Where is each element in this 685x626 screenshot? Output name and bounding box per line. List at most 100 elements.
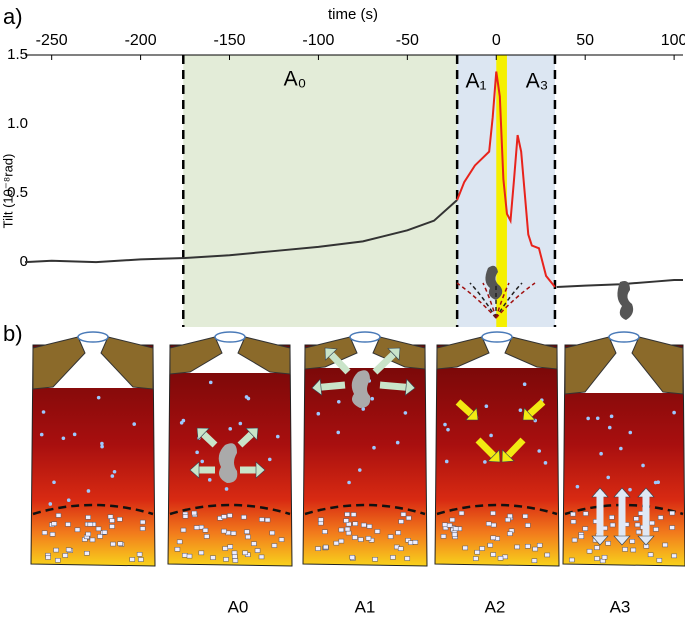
crystal [395, 530, 401, 536]
bubble [641, 463, 645, 468]
crystal [405, 515, 412, 521]
crystal [671, 553, 677, 559]
panel-label: a) [3, 4, 23, 29]
crystal [532, 546, 538, 552]
crystal [49, 532, 56, 537]
vent [214, 331, 246, 343]
flow-arrow [475, 437, 497, 459]
crystal [41, 530, 48, 536]
bubble [208, 380, 213, 385]
bubble [316, 411, 321, 416]
crystal [221, 514, 227, 519]
crystal [601, 555, 608, 560]
bubble [628, 487, 632, 492]
crystal [524, 544, 531, 549]
vent [349, 331, 381, 343]
vent [481, 331, 513, 343]
crystal [578, 534, 585, 539]
crystal [318, 517, 324, 523]
crystal [223, 557, 229, 562]
crystal [400, 512, 407, 517]
crystal [634, 522, 641, 528]
flow-arrow [320, 381, 346, 391]
crystal [609, 515, 615, 520]
crater-rock [436, 336, 490, 370]
crystal [487, 542, 493, 548]
crystal [109, 518, 115, 523]
crystal [442, 522, 448, 528]
crystal [451, 532, 458, 538]
stage-label: A3 [610, 597, 631, 616]
crater-rock [564, 336, 617, 395]
crystal [531, 558, 538, 564]
flow-arrow-head [311, 378, 323, 396]
crystal [361, 522, 367, 528]
crystal [630, 547, 637, 553]
crystal [412, 539, 419, 545]
crystal [95, 526, 102, 532]
flow-arrow-head [522, 407, 536, 421]
x-axis-label: time (s) [328, 6, 378, 23]
crystal [662, 542, 668, 548]
bubble [267, 457, 272, 462]
crystal [507, 531, 513, 536]
gas-slug [218, 443, 238, 483]
crystal [258, 554, 265, 560]
crystal [139, 519, 146, 525]
gas-slug [351, 370, 371, 408]
bubble [444, 459, 449, 464]
bubble [100, 444, 104, 449]
flow-arrow-head [404, 378, 416, 396]
bubble [195, 450, 199, 455]
tilt-line [456, 71, 556, 288]
bubble [207, 478, 212, 482]
crystal [582, 511, 589, 516]
crystal [440, 534, 447, 539]
crystal [251, 541, 257, 546]
crystal [271, 543, 278, 548]
crystal [505, 517, 511, 523]
bubble [61, 436, 66, 441]
flow-arrow [505, 437, 526, 458]
crystal [227, 513, 233, 518]
crystal [245, 534, 251, 540]
bubble [672, 410, 676, 415]
x-tick-label: -150 [213, 32, 245, 49]
crystal [254, 548, 261, 553]
bubble [100, 441, 104, 446]
crystal [622, 547, 628, 552]
flow-arrow-head [501, 449, 515, 463]
bubble [656, 480, 660, 484]
x-tick-label: -200 [125, 32, 157, 49]
bubble [72, 432, 77, 437]
bubble [336, 400, 341, 404]
crystal [333, 540, 340, 546]
bubble [361, 407, 366, 411]
y-tick-label: 0.5 [7, 184, 28, 201]
crystal [139, 526, 146, 531]
crystal [65, 547, 72, 553]
bubble [132, 422, 137, 426]
crystal [594, 545, 600, 550]
crystal [344, 512, 350, 517]
crystal [387, 534, 394, 539]
flow-arrow-head [613, 535, 631, 546]
bubble [543, 461, 548, 465]
crystal [522, 513, 529, 519]
crystal [635, 529, 642, 535]
crystal [404, 556, 411, 561]
crystal [474, 549, 480, 555]
crystal [110, 541, 116, 547]
crystal [507, 513, 513, 519]
crystal [322, 544, 329, 550]
crystal [74, 527, 81, 533]
crystal [605, 541, 611, 546]
bubble [41, 410, 46, 414]
bubble [246, 396, 251, 401]
bubble [619, 446, 623, 451]
x-tick-label: 100 [661, 32, 685, 49]
bubble [96, 395, 101, 400]
crystal [315, 546, 321, 551]
crystal [372, 557, 378, 562]
crystal [85, 531, 91, 537]
